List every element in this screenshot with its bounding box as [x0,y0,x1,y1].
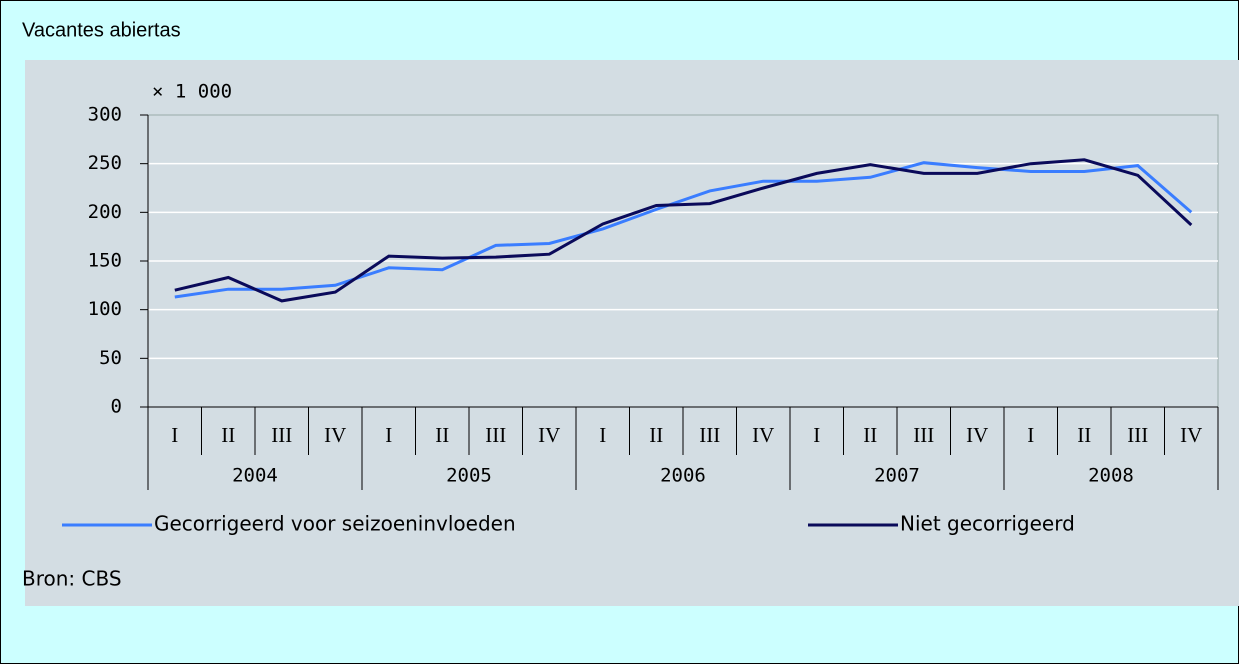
year-label: 2004 [232,465,278,487]
x-tick-label: III [1127,423,1148,447]
x-tick-label: IV [1180,423,1202,447]
x-tick-label: III [913,423,934,447]
year-label: 2008 [1088,465,1134,487]
x-tick-label: I [1027,423,1034,447]
x-tick-label: IV [752,423,774,447]
series-line [174,158,1193,303]
x-tick-label: III [485,423,506,447]
x-tick-label: IV [966,423,988,447]
legend-label: Niet gecorrigeerd [900,512,1075,536]
y-tick-label: 300 [88,104,122,126]
x-tick-label: II [649,423,663,447]
x-tick-label: I [599,423,606,447]
y-tick-label: 150 [88,250,122,272]
x-tick-label: III [699,423,720,447]
x-tick-label: II [221,423,235,447]
chart-panel [25,60,1239,606]
x-tick-label: II [1077,423,1091,447]
legend-label: Gecorrigeerd voor seizoeninvloeden [154,512,516,536]
x-tick-label: II [435,423,449,447]
year-label: 2007 [874,465,920,487]
year-label: 2006 [660,465,706,487]
x-tick-label: I [813,423,820,447]
y-tick-label: 50 [99,347,122,369]
x-tick-label: IV [324,423,346,447]
y-tick-label: 250 [88,152,122,174]
x-tick-label: III [271,423,292,447]
title: Vacantes abiertas [22,19,181,41]
y-tick-label: 100 [88,298,122,320]
x-tick-label: I [385,423,392,447]
y-tick-label: 200 [88,201,122,223]
year-label: 2005 [446,465,492,487]
x-tick-label: I [171,423,178,447]
x-tick-label: II [863,423,877,447]
y-tick-label: 0 [111,396,122,418]
x-tick-label: IV [538,423,560,447]
y-unit: × 1 000 [152,81,232,103]
series-line [174,161,1193,299]
source: Bron: CBS [22,567,122,591]
